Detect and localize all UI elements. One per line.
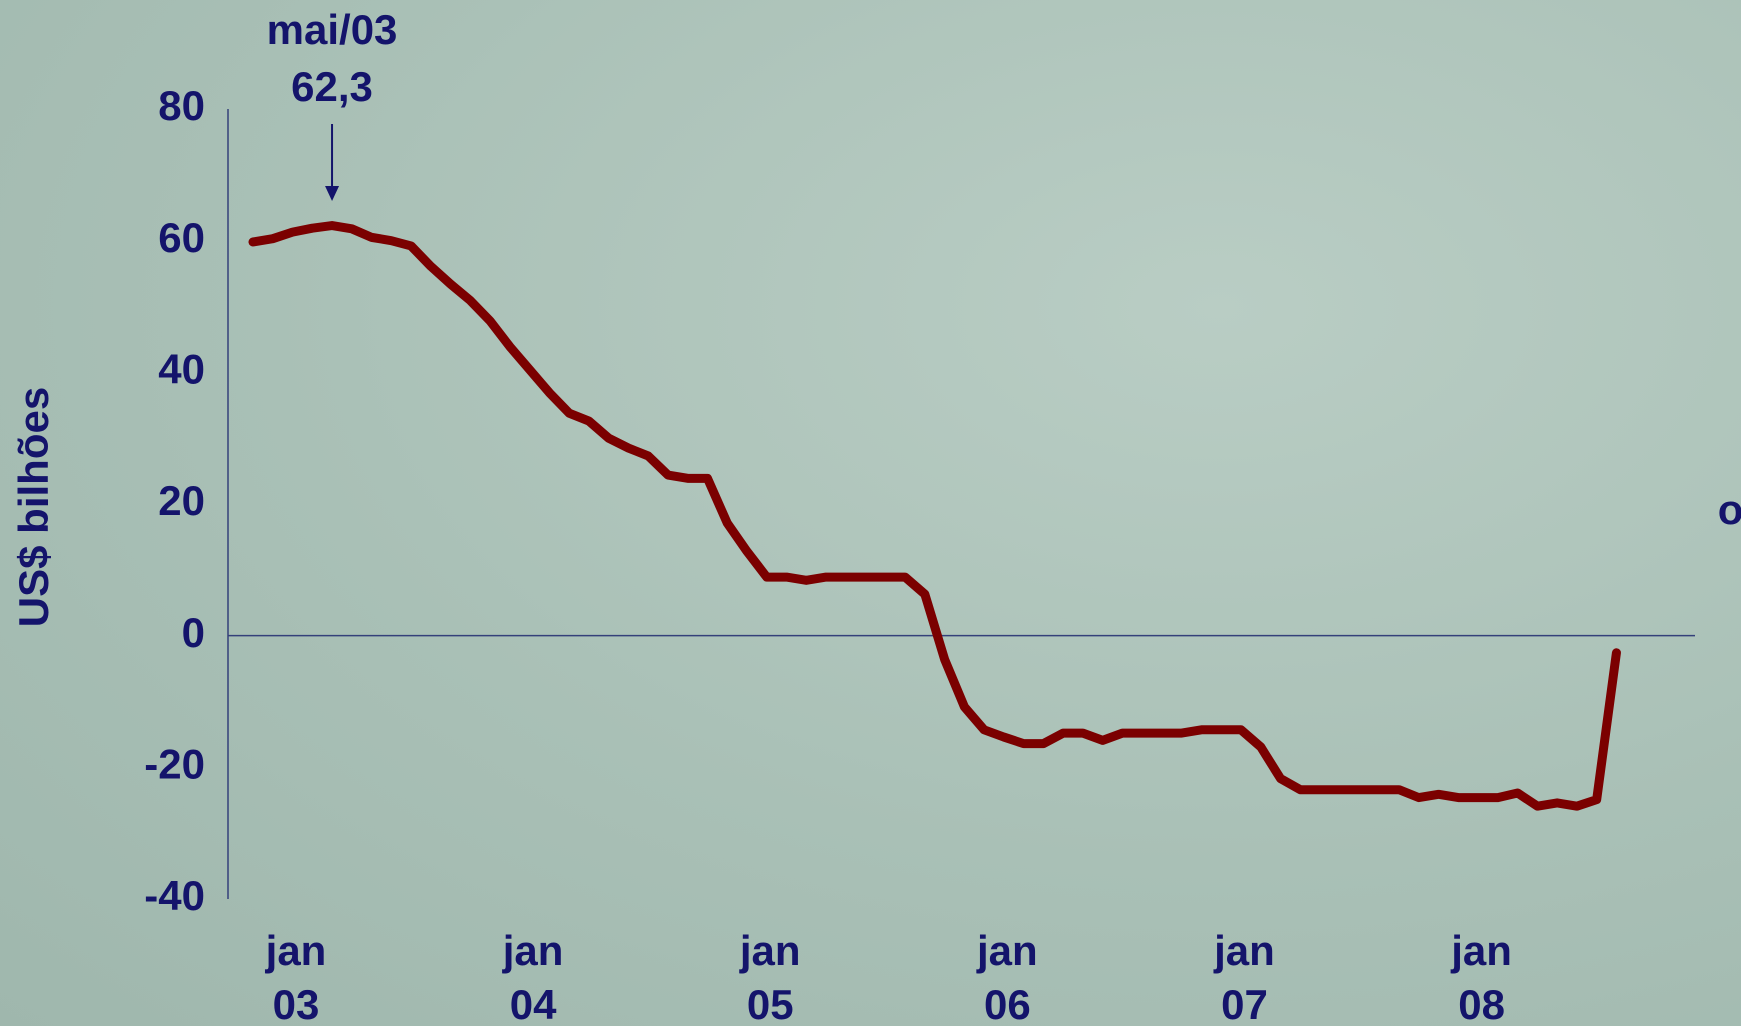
x-tick-label: jan 05: [690, 924, 850, 1026]
x-tick-label: jan 04: [453, 924, 613, 1026]
annotation-date: mai/03: [267, 6, 398, 53]
x-tick-label: jan 08: [1402, 924, 1562, 1026]
y-tick-label: 40: [158, 345, 205, 392]
y-tick-label: 0: [182, 609, 205, 656]
chart: US$ bilhões -40 -20 0 20 40 60 80 mai/03 62,3 out…: [0, 0, 1741, 1026]
chart-svg: US$ bilhões -40 -20 0 20 40 60 80 mai/03 62,3 out…: [0, 0, 1741, 1026]
x-tick-label: jan 03: [216, 924, 376, 1026]
y-tick-label: -40: [144, 872, 205, 919]
y-tick-label: -20: [144, 740, 205, 787]
annotation-date: out/08: [1718, 486, 1741, 533]
x-tick-label: jan 06: [927, 924, 1087, 1026]
y-axis-title: US$ bilhões: [10, 387, 57, 627]
data-line: [253, 226, 1616, 807]
x-tick-label: jan 07: [1164, 924, 1324, 1026]
y-tick-label: 80: [158, 82, 205, 129]
annotation-arrowhead: [325, 186, 339, 201]
y-tick-label: 60: [158, 214, 205, 261]
y-tick-label: 20: [158, 477, 205, 524]
value-label: 62,3: [291, 63, 373, 110]
